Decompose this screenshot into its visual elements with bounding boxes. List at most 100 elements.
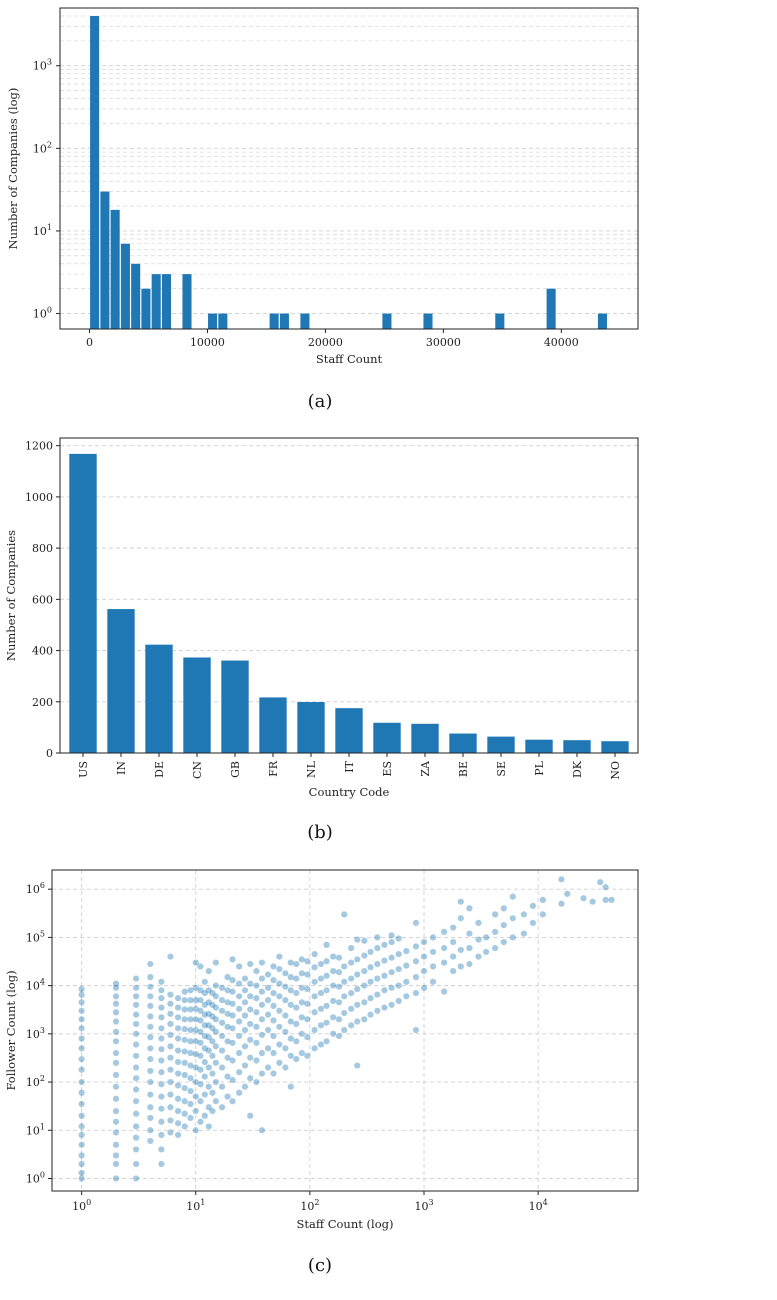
scatter-point <box>167 1000 174 1007</box>
histogram-bar <box>279 313 289 329</box>
scatter-point <box>374 1007 381 1014</box>
scatter-point <box>147 1013 154 1020</box>
y-tick-label: 800 <box>32 542 53 555</box>
scatter-point <box>174 1120 182 1127</box>
scatter-point <box>298 1030 305 1037</box>
x-tick-label: PL <box>533 760 546 775</box>
scatter-point <box>78 1045 85 1052</box>
scatter-point <box>509 934 516 941</box>
scatter-point <box>78 985 85 993</box>
scatter-point <box>229 988 236 995</box>
scatter-point <box>197 1098 204 1105</box>
scatter-point <box>192 1038 199 1045</box>
histogram-bar <box>382 313 392 329</box>
scatter-point <box>132 975 140 982</box>
x-tick-label: GB <box>229 761 242 778</box>
scatter-point <box>132 984 140 991</box>
bar-za <box>411 723 439 753</box>
scatter-point <box>361 952 368 959</box>
scatter-point <box>450 953 457 960</box>
scatter-point <box>323 941 330 948</box>
scatter-point <box>174 1082 182 1089</box>
y-tick-label-exponent: 3 <box>47 58 52 67</box>
scatter-point <box>209 1070 216 1077</box>
scatter-point <box>197 1039 204 1046</box>
scatter-point <box>247 960 254 968</box>
y-tick-label-base: 10 <box>26 1124 40 1137</box>
scatter-point <box>78 1131 85 1139</box>
scatter-point <box>270 977 277 984</box>
scatter-point <box>229 1012 236 1019</box>
scatter-point <box>354 956 361 963</box>
scatter-point <box>241 1083 249 1090</box>
scatter-point <box>354 1062 361 1069</box>
histogram-bar <box>141 288 151 329</box>
scatter-point <box>192 959 199 966</box>
x-tick-label: 30000 <box>426 336 461 349</box>
y-tick-label: 102 <box>26 1074 45 1089</box>
scatter-point <box>192 1107 199 1115</box>
scatter-point <box>78 1169 85 1177</box>
scatter-point <box>174 1070 182 1077</box>
scatter-point <box>293 1004 300 1011</box>
scatter-point <box>264 971 272 978</box>
scatter-point <box>509 915 516 922</box>
scatter-point <box>466 944 473 952</box>
scatter-point <box>78 1112 85 1119</box>
scatter-point <box>403 993 410 1000</box>
scatter-point <box>197 987 204 994</box>
scatter-point <box>132 1175 140 1182</box>
scatter-point <box>475 953 482 960</box>
bar-es <box>373 722 401 753</box>
scatter-point <box>247 1036 254 1043</box>
scatter-point <box>209 1001 216 1008</box>
scatter-point <box>354 1001 361 1008</box>
x-tick-label: 102 <box>300 1198 319 1213</box>
scatter-point <box>602 884 609 891</box>
scatter-point <box>276 1041 283 1048</box>
scatter-point <box>602 896 609 903</box>
scatter-point <box>236 993 243 1000</box>
scatter-point <box>564 890 571 897</box>
scatter-point <box>78 1007 85 1014</box>
scatter-point <box>147 1023 154 1030</box>
scatter-point <box>287 959 294 966</box>
y-tick-label: 400 <box>32 645 53 658</box>
scatter-point <box>298 970 305 977</box>
scatter-point <box>187 1114 194 1122</box>
y-tick-label-base: 10 <box>33 142 47 155</box>
scatter-point <box>205 1022 212 1029</box>
scatter-point <box>167 1010 174 1017</box>
y-tick-label-exponent: 6 <box>40 881 45 890</box>
panel-c-staff-follower-scatter: 100 101 102 103 104100101102103104105106Staf… <box>4 869 639 1231</box>
panel-b-country-bar-chart: US IN DE CN GB FR NL IT ES ZA BE SE PL DK NO 0 200 400 600… <box>4 437 639 799</box>
x-tick-label: DE <box>153 761 166 778</box>
scatter-point <box>158 1105 165 1112</box>
scatter-point <box>247 1075 254 1082</box>
scatter-point <box>158 1146 165 1153</box>
scatter-point <box>158 1093 165 1100</box>
bar-us <box>69 453 97 753</box>
scatter-point <box>112 1141 120 1148</box>
plot-frame <box>59 437 639 754</box>
scatter-point <box>457 898 464 905</box>
x-tick-label: SE <box>495 761 508 777</box>
scatter-point <box>218 1007 226 1014</box>
scatter-point <box>187 1075 194 1082</box>
scatter-point <box>420 938 428 946</box>
scatter-point <box>457 915 464 922</box>
scatter-point <box>492 928 499 936</box>
scatter-point <box>192 1127 199 1134</box>
scatter-point <box>181 1110 188 1117</box>
scatter-point <box>147 960 154 968</box>
scatter-point <box>500 905 507 912</box>
scatter-point <box>147 1067 154 1075</box>
scatter-point <box>112 1018 120 1025</box>
scatter-point <box>247 1020 254 1028</box>
scatter-point <box>441 988 448 995</box>
scatter-point <box>492 944 499 952</box>
scatter-point <box>205 1034 212 1041</box>
y-tick-label-base: 10 <box>26 980 40 993</box>
scatter-point <box>341 963 348 970</box>
scatter-point <box>304 1000 311 1007</box>
